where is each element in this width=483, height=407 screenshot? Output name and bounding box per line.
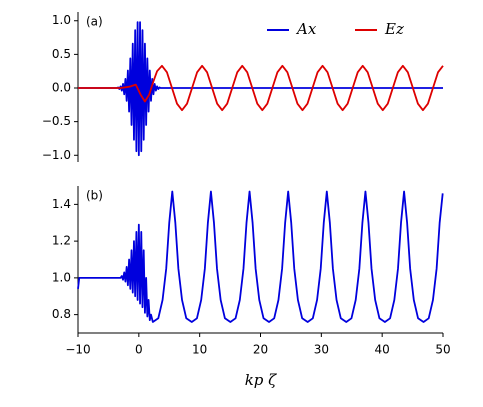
x-tick-label: 20 <box>253 343 268 357</box>
x-tick-label: 30 <box>314 343 329 357</box>
x-tick-label: −10 <box>65 343 90 357</box>
y-tick-label: 0.5 <box>52 47 71 61</box>
x-tick-label: 0 <box>135 343 143 357</box>
x-tick-label: 40 <box>375 343 390 357</box>
x-tick-label: 10 <box>192 343 207 357</box>
data-line <box>78 21 443 157</box>
x-axis-label: kp ζ <box>245 371 277 389</box>
data-line <box>77 190 444 323</box>
x-tick-label: 50 <box>435 343 450 357</box>
panel-label: (b) <box>86 189 103 203</box>
y-tick-label: −1.0 <box>42 148 71 162</box>
y-tick-label: −0.5 <box>42 114 71 128</box>
data-line <box>78 64 444 112</box>
y-tick-label: 1.0 <box>52 13 71 27</box>
y-tick-label: 0.8 <box>52 307 71 321</box>
y-tick-label: 1.2 <box>52 234 71 248</box>
legend-label: Ez <box>384 20 404 38</box>
y-tick-label: 1.4 <box>52 197 71 211</box>
y-tick-label: 1.0 <box>52 270 71 284</box>
legend-label: Ax <box>295 20 317 38</box>
panel-label: (a) <box>86 15 103 29</box>
y-tick-label: 0.0 <box>52 81 71 95</box>
